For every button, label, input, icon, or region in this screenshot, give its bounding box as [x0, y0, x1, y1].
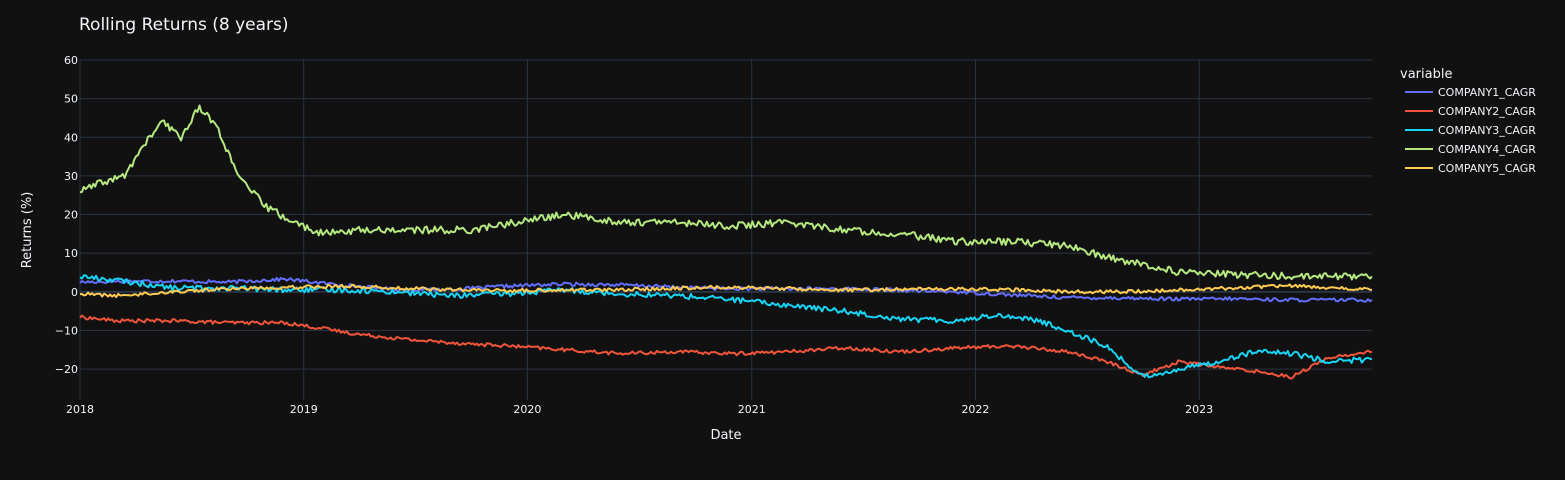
legend-label[interactable]: COMPANY4_CAGR [1438, 143, 1536, 156]
x-axis-title: Date [710, 428, 741, 443]
y-tick-label: 40 [64, 131, 78, 144]
y-tick-label: 50 [64, 93, 78, 106]
y-tick-label: −20 [55, 363, 78, 376]
legend-label[interactable]: COMPANY2_CAGR [1438, 105, 1536, 118]
y-tick-label: 20 [64, 209, 78, 222]
y-axis-title: Returns (%) [20, 192, 35, 269]
y-tick-label: −10 [55, 324, 78, 337]
x-tick-label: 2018 [66, 403, 94, 416]
legend-label[interactable]: COMPANY1_CAGR [1438, 86, 1536, 99]
plot-area [80, 60, 1372, 400]
x-tick-label: 2019 [290, 403, 318, 416]
y-tick-label: 30 [64, 170, 78, 183]
chart-title: Rolling Returns (8 years) [79, 15, 289, 35]
x-tick-labels: 2018 2019 2020 2021 2022 2023 [66, 403, 1213, 416]
y-tick-label: 0 [71, 286, 78, 299]
series-line-2[interactable] [79, 314, 1373, 380]
x-tick-label: 2022 [961, 403, 989, 416]
x-tick-label: 2023 [1185, 403, 1213, 416]
legend: variable COMPANY1_CAGR COMPANY2_CAGR COMPA… [1400, 67, 1536, 175]
series-line-5[interactable] [79, 283, 1373, 299]
legend-label[interactable]: COMPANY5_CAGR [1438, 162, 1536, 175]
y-tick-label: 60 [64, 54, 78, 67]
legend-title: variable [1400, 67, 1452, 82]
y-tick-labels: 60 50 40 30 20 10 0 −10 −20 [55, 54, 78, 376]
x-tick-label: 2020 [513, 403, 541, 416]
series-line-4[interactable] [79, 104, 1373, 281]
series-lines [79, 104, 1373, 380]
y-tick-label: 10 [64, 247, 78, 260]
gridlines [79, 59, 1372, 400]
legend-label[interactable]: COMPANY3_CAGR [1438, 124, 1536, 137]
x-tick-label: 2021 [738, 403, 766, 416]
